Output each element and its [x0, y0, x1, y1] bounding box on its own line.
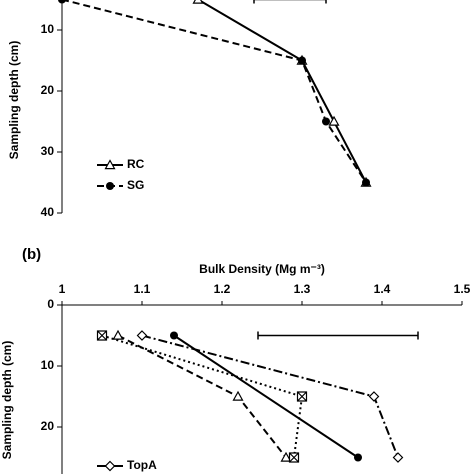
- y-tick-label: 20: [41, 83, 55, 97]
- y-tick-label: 0: [47, 297, 54, 311]
- marker: [298, 56, 306, 65]
- marker: [362, 178, 370, 187]
- line: [61, 0, 367, 184]
- marker: [328, 115, 340, 126]
- marker: [96, 330, 108, 341]
- legend-marker: [104, 460, 116, 472]
- line: [141, 334, 399, 458]
- x-tick-label: 1: [59, 282, 66, 296]
- y-tick-label: 10: [41, 22, 55, 36]
- y-tick-label: 30: [41, 144, 55, 158]
- y-tick-label: 40: [41, 205, 55, 219]
- marker: [170, 331, 178, 340]
- marker: [112, 329, 124, 340]
- marker: [392, 452, 404, 463]
- error-bar: [253, 0, 327, 4]
- y-axis-title: Sampling depth (cm): [0, 341, 14, 460]
- line: [173, 334, 359, 459]
- x-tick-label: 1.4: [374, 282, 391, 296]
- x-tick-label: 1.3: [294, 282, 311, 296]
- y-axis-title: Sampling depth (cm): [7, 41, 21, 160]
- marker: [288, 452, 300, 463]
- x-tick-label: 1.5: [454, 282, 471, 296]
- legend-label: RC: [127, 157, 145, 171]
- panel-label: (b): [22, 246, 41, 263]
- y-tick-label: 10: [41, 358, 55, 372]
- x-axis-title: Bulk Density (Mg m⁻³): [199, 262, 325, 276]
- line: [197, 0, 367, 183]
- legend-label: TopA: [127, 458, 157, 472]
- marker: [296, 391, 308, 402]
- marker: [354, 453, 362, 462]
- legend-marker: [104, 159, 116, 170]
- error-bar: [257, 331, 419, 340]
- marker: [136, 330, 148, 341]
- legend-marker: [106, 182, 114, 190]
- marker: [368, 391, 380, 402]
- line: [101, 334, 304, 458]
- marker: [280, 451, 292, 462]
- marker: [192, 0, 204, 4]
- marker: [322, 117, 330, 126]
- legend-label: SG: [127, 178, 144, 192]
- x-tick-label: 1.2: [214, 282, 231, 296]
- marker: [232, 390, 244, 401]
- marker: [58, 0, 66, 4]
- y-tick-label: 20: [41, 419, 55, 433]
- x-tick-label: 1.1: [134, 282, 151, 296]
